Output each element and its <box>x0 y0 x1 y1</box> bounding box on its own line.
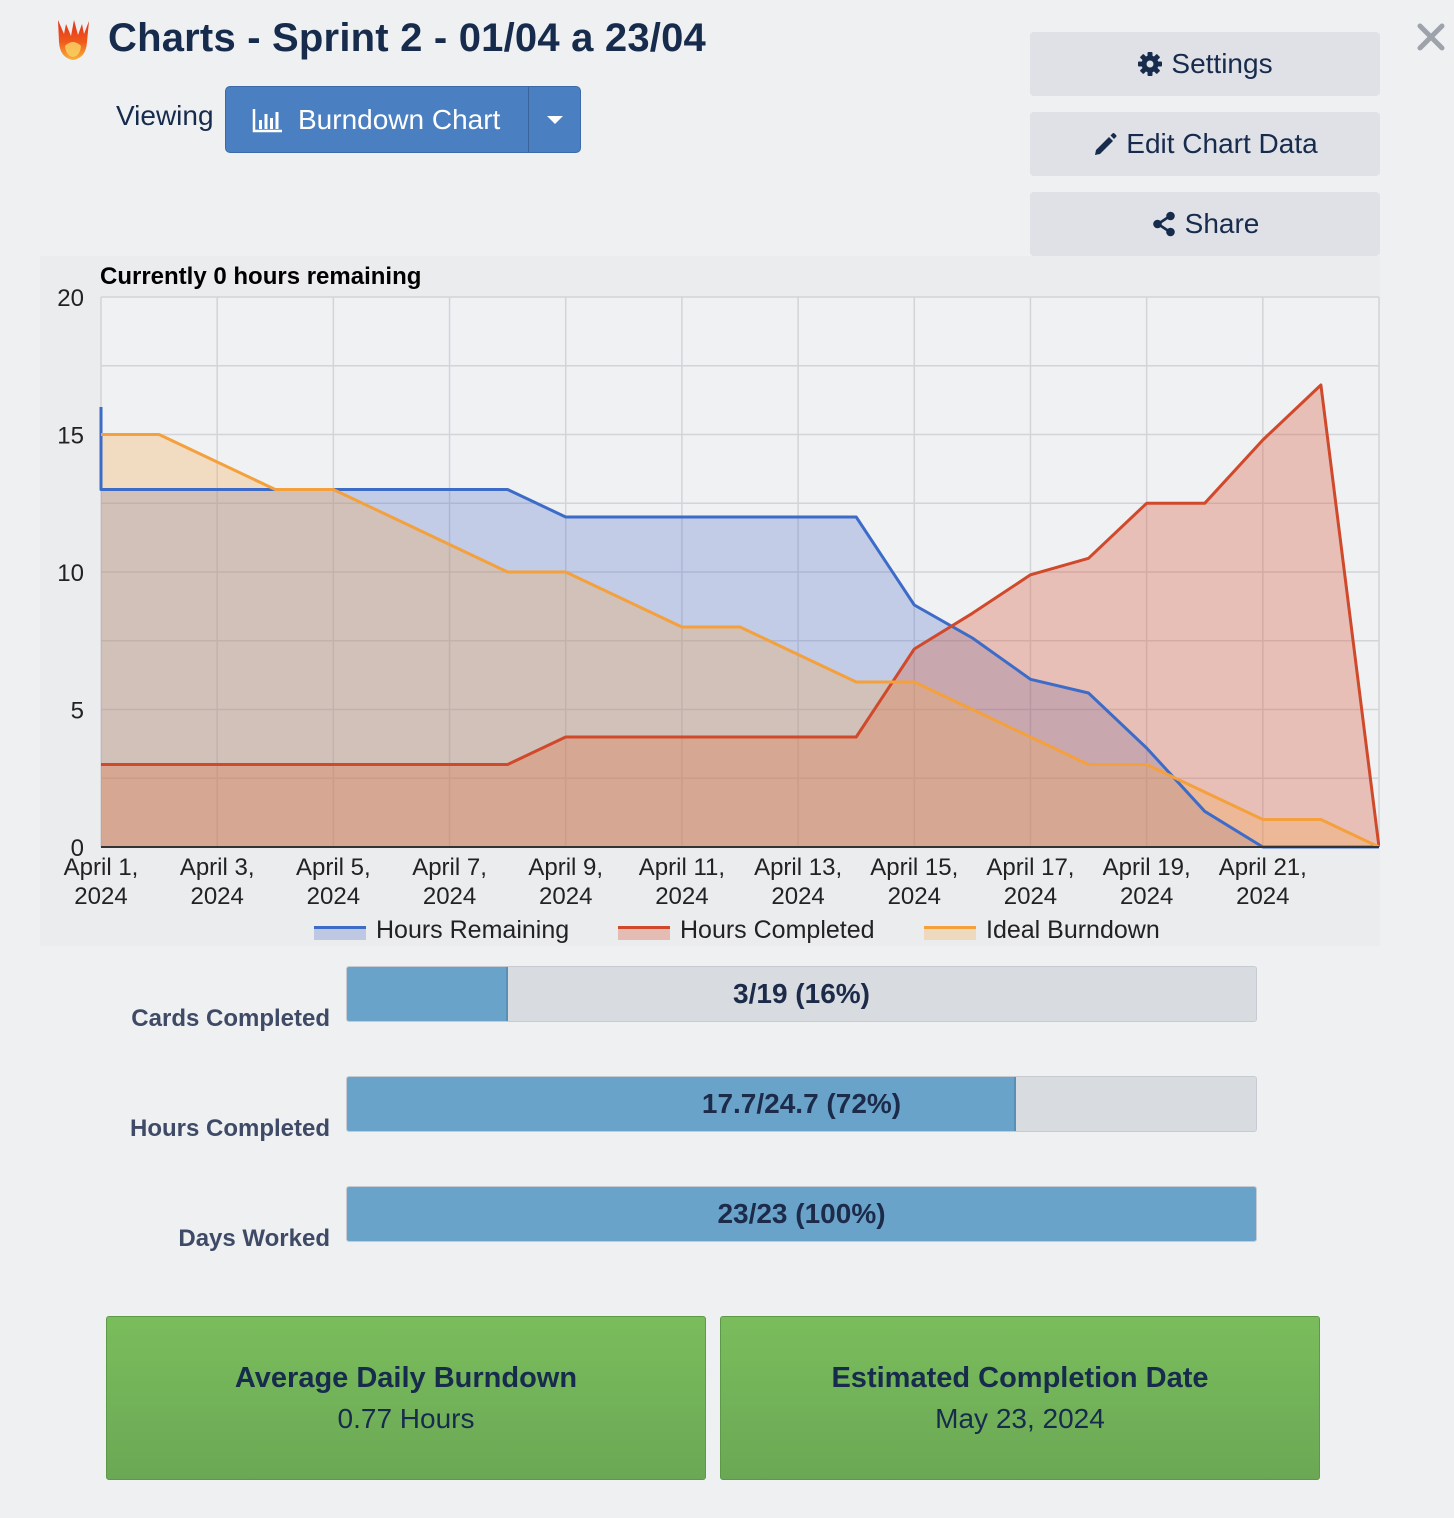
settings-label: Settings <box>1171 48 1273 79</box>
dropdown-toggle[interactable] <box>528 87 580 152</box>
x-tick-year: 2024 <box>423 883 476 910</box>
x-tick-year: 2024 <box>771 883 824 910</box>
legend-swatch <box>314 926 366 940</box>
share-button[interactable]: Share <box>1030 192 1380 256</box>
ideal-burndown-line <box>101 433 1380 849</box>
estimated-completion-date-value: May 23, 2024 <box>935 1402 1105 1434</box>
gear-icon <box>1138 52 1163 76</box>
y-tick-label: 5 <box>71 698 84 725</box>
share-label: Share <box>1184 208 1260 239</box>
cards-completed-progress-text: 3/19 (16%) <box>733 978 870 1009</box>
edit-chart-data-label: Edit Chart Data <box>1126 128 1318 159</box>
viewing-label: Viewing <box>116 100 214 131</box>
x-tick-year: 2024 <box>1236 883 1289 910</box>
x-tick-label: April 3, <box>180 854 255 881</box>
chart-type-selected[interactable]: Burndown Chart <box>226 87 528 152</box>
cards-completed-progress-bar: 3/19 (16%) <box>346 966 1257 1022</box>
hours-completed-progress-fill <box>347 1077 1017 1131</box>
legend-item-hours-remaining[interactable]: Hours Remaining <box>314 916 569 944</box>
x-tick-label: April 5, <box>296 854 371 881</box>
legend-label: Ideal Burndown <box>986 916 1160 944</box>
chart-title: Currently 0 hours remaining <box>100 263 421 290</box>
settings-button[interactable]: Settings <box>1030 32 1380 96</box>
share-icon <box>1152 211 1175 237</box>
average-daily-burndown-card: Average Daily Burndown 0.77 Hours <box>106 1316 706 1480</box>
y-tick-label: 20 <box>57 285 84 312</box>
cards-completed-label: Cards Completed <box>131 1005 330 1032</box>
hours-completed-progress-text: 17.7/24.7 (72%) <box>701 1088 902 1119</box>
hours-remaining-line <box>99 407 1379 849</box>
y-tick-label: 10 <box>57 560 84 587</box>
x-tick-label: April 9, <box>528 854 603 881</box>
legend-swatch <box>924 926 976 940</box>
legend-label: Hours Completed <box>680 916 875 944</box>
x-tick-year: 2024 <box>655 883 708 910</box>
legend-item-hours-completed[interactable]: Hours Completed <box>618 916 875 944</box>
average-daily-burndown-value: 0.77 Hours <box>337 1402 475 1434</box>
days-worked-progress-text: 23/23 (100%) <box>717 1198 886 1229</box>
x-tick-year: 2024 <box>888 883 941 910</box>
x-tick-label: April 15, <box>870 854 958 881</box>
legend-swatch <box>618 926 670 940</box>
chart-type-label: Burndown Chart <box>298 103 501 135</box>
x-tick-label: April 7, <box>412 854 487 881</box>
burndown-chart: 0 5 10 15 20 April 1, 2024 April 3, 2024 April 5,… <box>40 256 1380 946</box>
x-tick-label: April 17, <box>986 854 1074 881</box>
y-tick-label: 15 <box>57 423 84 450</box>
hours-completed-area <box>101 385 1379 847</box>
hours-completed-line <box>101 383 1380 848</box>
cards-completed-progress-fill <box>347 967 508 1021</box>
x-tick-year: 2024 <box>1004 883 1057 910</box>
x-tick-label: April 1, <box>64 854 139 881</box>
estimated-completion-date-card: Estimated Completion Date May 23, 2024 <box>720 1316 1320 1480</box>
ideal-burndown-area <box>101 434 1379 847</box>
x-tick-label: April 13, <box>754 854 842 881</box>
caret-down-icon <box>546 115 563 124</box>
x-tick-year: 2024 <box>190 883 243 910</box>
days-worked-progress-bar: 23/23 (100%) <box>346 1186 1257 1242</box>
hours-completed-label: Hours Completed <box>129 1115 330 1142</box>
average-daily-burndown-title: Average Daily Burndown <box>234 1361 578 1394</box>
edit-chart-data-button[interactable]: Edit Chart Data <box>1030 112 1380 176</box>
days-worked-progress-fill <box>347 1187 1256 1241</box>
hours-completed-progress-bar: 17.7/24.7 (72%) <box>346 1076 1257 1132</box>
days-worked-label: Days Worked <box>178 1225 330 1252</box>
estimated-completion-date-title: Estimated Completion Date <box>831 1361 1209 1394</box>
x-tick-label: April 11, <box>639 854 725 881</box>
close-icon[interactable] <box>1412 18 1450 58</box>
x-tick-label: April 19, <box>1103 854 1191 881</box>
pencil-icon <box>1095 133 1117 155</box>
legend-label: Hours Remaining <box>376 916 569 944</box>
x-tick-year: 2024 <box>539 883 592 910</box>
y-tick-label: 0 <box>71 835 84 862</box>
x-tick-label: April 21, <box>1219 854 1307 881</box>
chart-type-dropdown[interactable]: Burndown Chart <box>225 86 581 153</box>
flame-icon <box>58 20 89 60</box>
x-tick-year: 2024 <box>1120 883 1173 910</box>
bar-chart-icon <box>252 108 282 132</box>
x-tick-year: 2024 <box>74 883 127 910</box>
legend-item-ideal-burndown[interactable]: Ideal Burndown <box>924 916 1160 944</box>
x-tick-year: 2024 <box>307 883 360 910</box>
page-title: Charts - Sprint 2 - 01/04 a 23/04 <box>108 16 706 60</box>
